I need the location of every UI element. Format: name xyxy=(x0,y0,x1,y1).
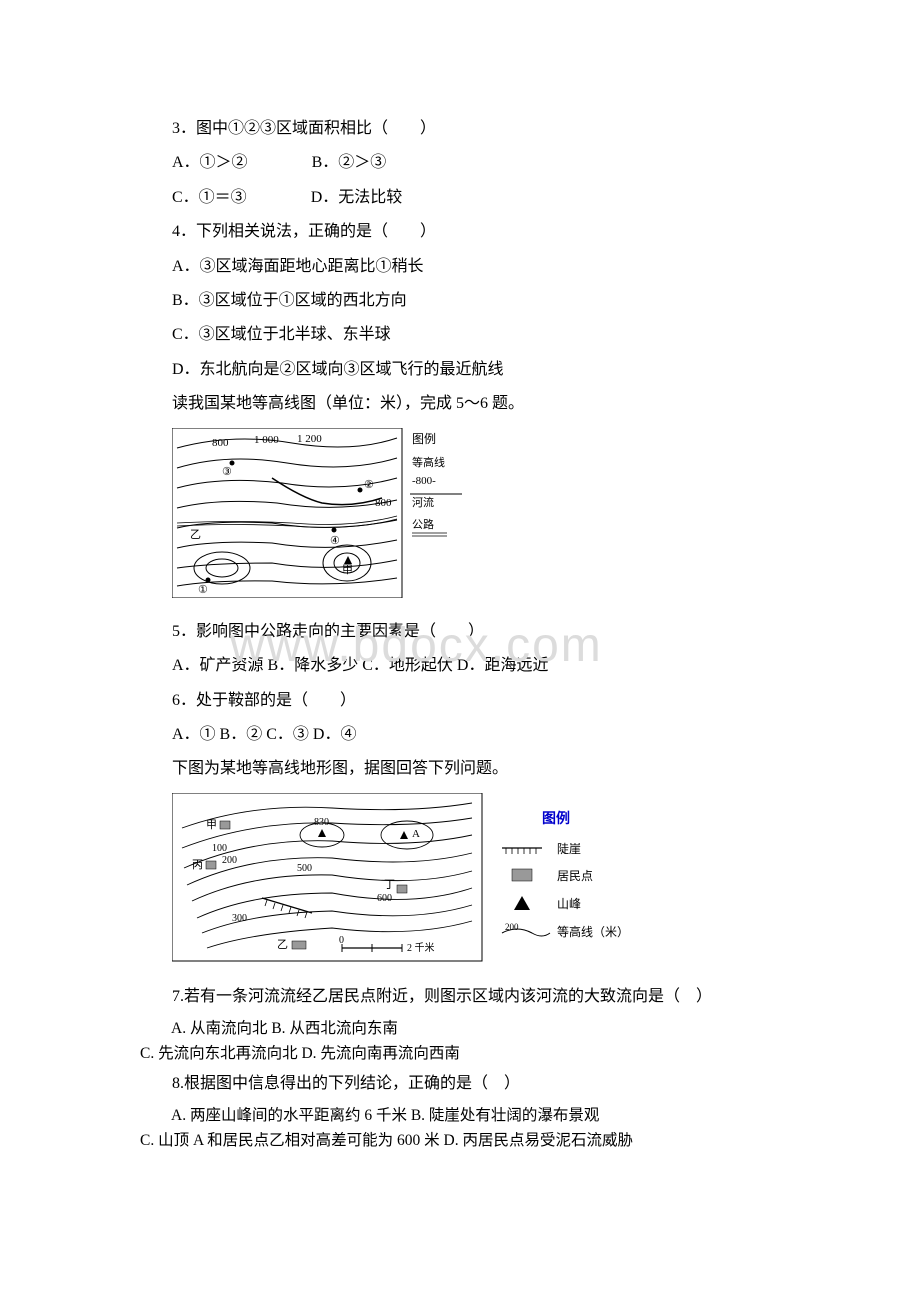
label-bing: 丙 xyxy=(192,859,203,871)
q5-opts: A．矿产资源 B．降水多少 C．地形起伏 D．距海远近 xyxy=(140,651,780,681)
q3-stem: 3．图中①②③区域面积相比（ ） xyxy=(140,114,780,144)
q8-line1: A. 两座山峰间的水平距离约 6 千米 B. 陡崖处有壮阔的瀑布景观 xyxy=(140,1104,780,1127)
legend-title-2: 图例 xyxy=(542,810,570,827)
intro-78: 下图为某地等高线地形图，据图回答下列问题。 xyxy=(140,754,780,784)
intro-56: 读我国某地等高线图（单位：米），完成 5～6 题。 xyxy=(140,389,780,419)
label-jia: 甲 xyxy=(206,819,217,831)
marker-yi: 乙 xyxy=(190,528,201,541)
marker-1: ① xyxy=(198,584,208,596)
legend-800: -800- xyxy=(412,475,436,487)
legend-peak: 山峰 xyxy=(557,897,581,911)
q4-optC: C．③区域位于北半球、东半球 xyxy=(140,320,780,350)
legend-contour: 等高线 xyxy=(412,455,445,469)
q3-optD: D．无法比较 xyxy=(311,189,403,206)
c600: 600 xyxy=(377,893,392,904)
q3-optA: A．①＞② xyxy=(172,154,248,171)
peak-830: 830 xyxy=(314,817,329,828)
q4-optD: D．东北航向是②区域向③区域飞行的最近航线 xyxy=(140,355,780,385)
q8-stem: 8.根据图中信息得出的下列结论，正确的是（ ） xyxy=(140,1069,780,1099)
q4-stem: 4．下列相关说法，正确的是（ ） xyxy=(140,217,780,247)
legend-cliff: 陡崖 xyxy=(557,842,581,856)
contour-1000: 1 000 xyxy=(254,434,279,446)
legend-peak-icon xyxy=(514,896,530,910)
svg-text:甲: 甲 xyxy=(342,564,353,576)
contour-800: 800 xyxy=(212,437,229,449)
q4-optA: A．③区域海面距地心距离比①稍长 xyxy=(140,252,780,282)
q7-stem: 7.若有一条河流流经乙居民点附近，则图示区域内该河流的大致流向是（ ） xyxy=(140,982,780,1012)
label-ding: 丁 xyxy=(384,879,395,891)
figure-contour-map-2: 830 A 100 200 300 500 600 甲 丙 乙 丁 xyxy=(172,793,780,974)
q6-stem: 6．处于鞍部的是（ ） xyxy=(140,686,780,716)
legend-road: 公路 xyxy=(412,518,434,531)
q3-optB: B．②＞③ xyxy=(312,154,387,171)
q3-row1: A．①＞② B．②＞③ xyxy=(140,148,780,178)
q3-optC: C．①＝③ xyxy=(172,189,247,206)
scale-0: 0 xyxy=(339,935,344,946)
legend-cliff-icon xyxy=(502,848,542,854)
figure-contour-map-1: 甲 800 1 000 1 200 800 ③ ② ④ ① 乙 图例 等高线 xyxy=(172,428,780,609)
label-yi2: 乙 xyxy=(277,938,288,951)
scale-unit: 2 千米 xyxy=(407,941,435,954)
page: www.bdocx.com 3．图中①②③区域面积相比（ ） A．①＞② B．②… xyxy=(0,0,920,1214)
q6-opts: A．① B．② C．③ D．④ xyxy=(140,720,780,750)
marker-2: ② xyxy=(364,479,374,491)
contour-svg-2: 830 A 100 200 300 500 600 甲 丙 乙 丁 xyxy=(172,793,672,963)
legend-settlement-icon xyxy=(512,869,532,881)
contour-svg-1: 甲 800 1 000 1 200 800 ③ ② ④ ① 乙 图例 等高线 xyxy=(172,428,472,598)
contour-1200: 1 200 xyxy=(297,433,322,445)
q7-line1: A. 从南流向北 B. 从西北流向东南 xyxy=(140,1017,780,1040)
legend-settlement: 居民点 xyxy=(557,869,593,883)
marker-4: ④ xyxy=(330,535,340,547)
c200: 200 xyxy=(222,855,237,866)
peak-A: A xyxy=(412,828,420,840)
legend-contour-label: 等高线（米） xyxy=(557,924,629,939)
contour-800b: 800 xyxy=(375,497,392,509)
legend-river: 河流 xyxy=(412,495,434,509)
c500: 500 xyxy=(297,863,312,874)
marker-3: ③ xyxy=(222,466,232,478)
q4-optB: B．③区域位于①区域的西北方向 xyxy=(140,286,780,316)
legend-200: 200 xyxy=(505,922,519,932)
c100: 100 xyxy=(212,843,227,854)
q5-stem: 5．影响图中公路走向的主要因素是（ ） xyxy=(140,617,780,647)
q7-line2: C. 先流向东北再流向北 D. 先流向南再流向西南 xyxy=(140,1042,780,1065)
c300: 300 xyxy=(232,913,247,924)
legend-title-1: 图例 xyxy=(412,432,436,446)
q8-line2: C. 山顶 A 和居民点乙相对高差可能为 600 米 D. 丙居民点易受泥石流威… xyxy=(140,1129,780,1152)
q3-row2: C．①＝③ D．无法比较 xyxy=(140,183,780,213)
